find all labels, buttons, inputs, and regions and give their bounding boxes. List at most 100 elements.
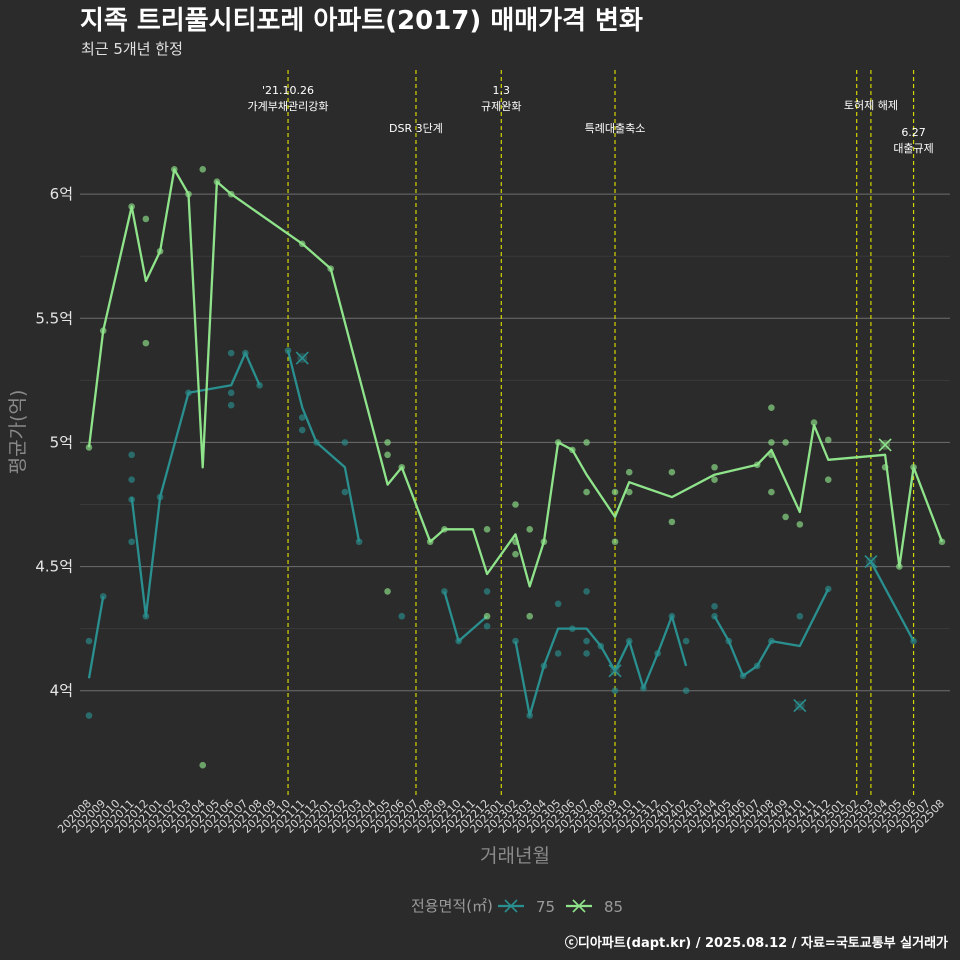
series-line-75 bbox=[286, 350, 361, 542]
point-85 bbox=[483, 612, 491, 620]
point-85 bbox=[526, 526, 534, 533]
point-75 bbox=[355, 538, 363, 546]
series-line-75 bbox=[130, 351, 261, 618]
point-75 bbox=[128, 538, 135, 546]
point-75 bbox=[512, 637, 519, 645]
series-line-75 bbox=[443, 591, 488, 643]
point-75 bbox=[554, 600, 562, 608]
point-85 bbox=[526, 612, 534, 620]
event-label: 가계부채관리강화 bbox=[248, 100, 329, 113]
event-label: DSR 3단계 bbox=[389, 122, 443, 135]
point-85 bbox=[782, 513, 789, 521]
y-tick-label: 4억 bbox=[50, 682, 73, 700]
point-75 bbox=[583, 637, 590, 645]
legend-entry-75: 75 bbox=[536, 898, 555, 916]
point-85 bbox=[711, 463, 718, 471]
point-85 bbox=[668, 518, 676, 526]
cross-marker-75 bbox=[793, 699, 807, 713]
point-75 bbox=[284, 347, 292, 354]
point-85 bbox=[583, 439, 590, 446]
point-85 bbox=[512, 501, 519, 508]
event-label: '21.10.26 bbox=[262, 84, 314, 97]
point-85 bbox=[142, 339, 150, 347]
x-axis-label: 거래년월 bbox=[480, 845, 550, 867]
point-85 bbox=[824, 436, 832, 444]
y-tick-label: 5억 bbox=[50, 433, 73, 451]
point-85 bbox=[611, 538, 619, 546]
point-85 bbox=[384, 451, 391, 459]
point-75 bbox=[796, 612, 804, 620]
point-75 bbox=[611, 687, 619, 695]
point-75 bbox=[298, 426, 306, 434]
point-75 bbox=[483, 622, 491, 630]
point-75 bbox=[398, 612, 406, 620]
point-85 bbox=[483, 526, 491, 533]
point-75 bbox=[85, 712, 93, 719]
point-75 bbox=[99, 593, 107, 600]
point-85 bbox=[384, 588, 391, 595]
point-75 bbox=[483, 588, 491, 595]
point-75 bbox=[682, 687, 690, 695]
series-line-75 bbox=[87, 596, 105, 679]
event-label: 토허제 해제 bbox=[844, 98, 898, 112]
point-85 bbox=[611, 488, 619, 496]
y-tick-label: 6억 bbox=[50, 185, 73, 203]
x-tick-labels: 2020082020092020102020112020122021012021… bbox=[55, 797, 947, 836]
point-75 bbox=[682, 637, 690, 645]
cross-marker-85 bbox=[878, 438, 892, 452]
point-75 bbox=[85, 637, 93, 645]
point-85 bbox=[384, 439, 391, 446]
event-label: 규제완화 bbox=[481, 100, 521, 113]
point-85 bbox=[768, 439, 775, 446]
event-label: 6.27 bbox=[901, 126, 926, 139]
point-85 bbox=[711, 476, 718, 483]
y-tick-labels: 4억 4.5억 5억 5.5억 6억 bbox=[35, 185, 73, 700]
legend-title: 전용면적(㎡) bbox=[411, 897, 493, 915]
event-label: 대출규제 bbox=[893, 142, 933, 155]
point-85 bbox=[796, 521, 804, 528]
point-85 bbox=[625, 468, 633, 476]
point-85 bbox=[782, 439, 789, 446]
event-label: 특례대출축소 bbox=[585, 122, 646, 135]
event-label: 1.3 bbox=[493, 84, 511, 97]
point-85 bbox=[199, 761, 207, 769]
point-85 bbox=[142, 215, 150, 223]
source-caption: ⓒ디아파트(dapt.kr) / 2025.08.12 / 자료=국토교통부 실… bbox=[565, 935, 948, 951]
point-75 bbox=[583, 650, 590, 657]
point-85 bbox=[810, 419, 818, 426]
point-75 bbox=[341, 488, 349, 496]
point-75 bbox=[128, 476, 135, 483]
cross-marker-75 bbox=[295, 351, 309, 365]
legend-entry-85: 85 bbox=[604, 898, 623, 916]
point-75 bbox=[341, 439, 349, 446]
series-line-85 bbox=[87, 168, 944, 588]
y-tick-label: 5.5억 bbox=[35, 309, 73, 327]
point-75 bbox=[128, 451, 135, 459]
series-layer bbox=[85, 166, 946, 769]
grid-lines bbox=[80, 193, 950, 692]
series-line-75 bbox=[713, 588, 830, 677]
series-line-75 bbox=[869, 561, 915, 642]
series-line-75 bbox=[514, 615, 688, 717]
point-85 bbox=[768, 404, 775, 411]
point-75 bbox=[711, 603, 718, 610]
point-85 bbox=[583, 488, 590, 496]
legend: 전용면적(㎡) 75 85 bbox=[411, 897, 623, 916]
point-75 bbox=[227, 401, 235, 409]
point-85 bbox=[199, 166, 207, 173]
point-75 bbox=[298, 414, 306, 421]
point-85 bbox=[768, 488, 775, 496]
chart-subtitle: 최근 5개년 한정 bbox=[81, 40, 183, 58]
point-75 bbox=[227, 349, 235, 357]
point-75 bbox=[227, 389, 235, 397]
point-85 bbox=[625, 488, 633, 496]
y-tick-label: 4.5억 bbox=[35, 558, 73, 576]
point-85 bbox=[668, 468, 676, 476]
legend-key-cross-75 bbox=[504, 899, 518, 913]
point-75 bbox=[583, 588, 590, 595]
cross-marker-75 bbox=[864, 555, 878, 569]
point-85 bbox=[824, 476, 832, 483]
point-75 bbox=[554, 650, 562, 657]
